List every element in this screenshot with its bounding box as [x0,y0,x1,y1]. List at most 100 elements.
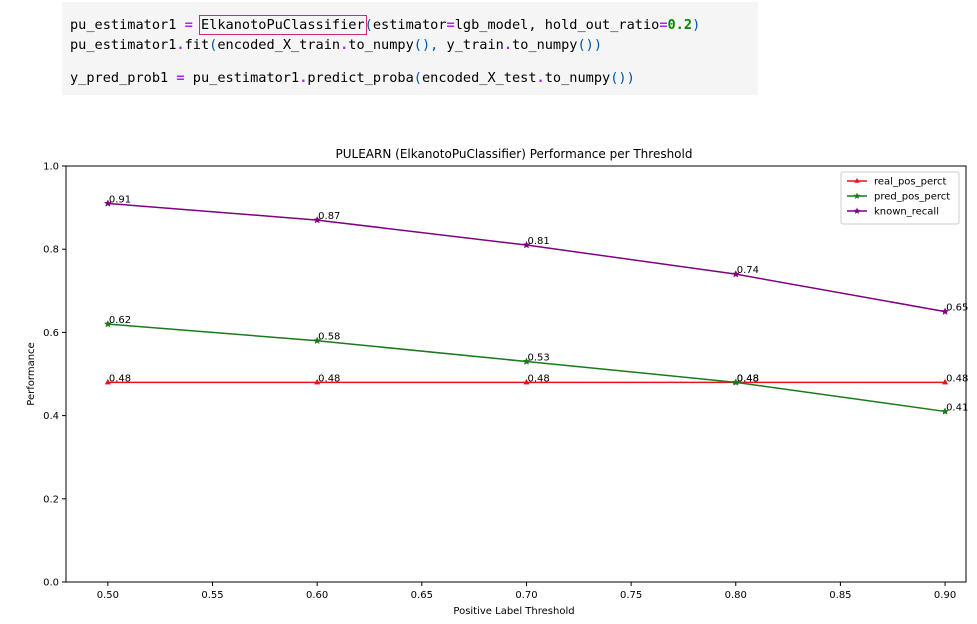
y-tick-label: 0.4 [43,411,59,422]
x-axis: 0.50 0.55 0.60 0.65 0.70 0.75 0.80 0.85 0.90 [97,582,956,601]
x-tick-label: 0.80 [725,590,747,601]
data-point-known_recall [731,270,740,278]
x-tick-label: 0.75 [620,590,642,601]
code-token: to_numpy [348,37,414,53]
legend: real_pos_perct pred_pos_perct known_recall [840,171,960,225]
legend-label: pred_pos_perct [874,192,950,203]
data-point-real_pos_perct [523,378,530,385]
data-label-pred_pos_perct: 0.58 [318,332,340,343]
code-token: = [446,17,455,33]
code-line-1: pu_estimator1 = ElkanotoPuClassifier(est… [70,15,701,35]
code-token: pu_estimator1 [70,17,177,33]
code-token: pu_estimator1 [70,37,177,53]
data-label-known_recall: 0.65 [946,303,968,314]
code-token: (), [413,37,439,53]
code-token: y_pred_prob1 [70,70,169,86]
data-point-pred_pos_perct [313,336,322,345]
code-token: encoded_X_train [217,37,341,53]
data-label-real_pos_perct: 0.48 [109,373,131,384]
x-tick-label: 0.50 [97,590,119,601]
legend-label: known_recall [874,207,939,218]
plot-area [65,165,967,583]
x-tick-label: 0.90 [934,590,956,601]
data-label-pred_pos_perct: 0.53 [527,353,549,364]
x-tick-label: 0.60 [306,590,328,601]
data-point-real_pos_perct [104,378,111,385]
legend-marker [853,207,861,214]
data-point-real_pos_perct [314,378,321,385]
code-token: = [659,17,668,33]
y-tick-label: 0.0 [43,578,59,589]
y-tick-label: 1.0 [43,162,59,173]
code-token: estimator [372,17,447,33]
data-point-known_recall [103,199,112,207]
series-known_recall: 0.91 0.87 0.81 0.74 0.65 [103,194,968,315]
code-token: . [340,37,349,53]
data-point-real_pos_perct [941,378,949,385]
code-token: ( [364,17,373,33]
data-label-real_pos_perct: 0.48 [527,373,549,384]
code-token: . [176,37,185,53]
code-token: . [536,70,545,86]
code-token: to_numpy [512,37,578,53]
code-token: fit [184,37,210,53]
code-token: encoded_X_test [421,70,537,86]
legend-item-real_pos_perct: real_pos_perct [847,177,947,188]
data-point-pred_pos_perct [941,407,950,415]
series-pred_pos_perct: 0.62 0.58 0.53 0.48 0.41 [103,315,968,415]
code-token: 0.2 [667,17,693,33]
series-line-pred_pos_perct [107,323,946,413]
code-token: ( [209,37,218,53]
legend-marker [854,178,860,183]
data-label-pred_pos_perct: 0.62 [109,315,131,326]
data-label-real_pos_perct: 0.48 [737,373,759,384]
legend-item-known_recall: known_recall [847,207,939,218]
code-cell[interactable]: pu_estimator1 = ElkanotoPuClassifier(est… [62,2,758,95]
data-label-pred_pos_perct: 0.48 [737,373,759,384]
legend-item-pred_pos_perct: pred_pos_perct [847,192,950,203]
y-tick-label: 0.2 [43,494,59,505]
code-token: y_train [438,37,504,53]
plot-frame [65,165,967,583]
legend-box [840,171,960,225]
code-line-3: y_pred_prob1 = pu_estimator1.predict_pro… [70,69,635,87]
data-point-known_recall [941,307,950,315]
x-tick-label: 0.65 [411,590,433,601]
code-token: ()) [577,37,603,53]
data-label-known_recall: 0.91 [109,194,131,205]
data-point-pred_pos_perct [103,319,112,328]
code-token: hold_out_ratio [536,17,660,33]
data-label-real_pos_perct: 0.48 [318,373,340,384]
code-line-2: pu_estimator1.fit(encoded_X_train.to_num… [70,36,602,54]
data-point-pred_pos_perct [522,357,531,365]
data-point-known_recall [522,240,531,249]
code-token: predict_proba [307,70,414,86]
x-tick-label: 0.55 [201,590,223,601]
series-layer: 0.48 0.48 0.48 0.48 0.480.620.580.530.480.41… [103,194,968,415]
data-label-known_recall: 0.81 [527,236,549,247]
data-label-pred_pos_perct: 0.41 [946,402,968,413]
x-tick-label: 0.70 [515,590,537,601]
y-tick-label: 0.8 [43,245,59,256]
legend-label: real_pos_perct [874,177,947,188]
series-real_pos_perct: 0.48 0.48 0.48 0.48 0.48 [104,373,968,385]
data-point-known_recall [313,215,322,224]
code-token: to_numpy [544,70,611,86]
y-axis: 0.0 0.2 0.4 0.6 0.8 1.0 [43,162,66,589]
code-token: . [503,37,513,53]
chart-title: PULEARN (ElkanotoPuClassifier) Performan… [336,147,693,161]
y-tick-label: 0.6 [43,328,59,339]
highlighted-class-name: ElkanotoPuClassifier [198,15,367,35]
code-token: ) [692,17,701,33]
x-axis-title: Positive Label Threshold [453,606,574,617]
x-tick-label: 0.85 [829,590,851,601]
data-label-known_recall: 0.87 [318,211,340,222]
code-token: pu_estimator1 [192,70,300,86]
data-point-pred_pos_perct [731,378,740,386]
y-axis-title: Performance [26,342,37,405]
data-label-known_recall: 0.74 [737,265,759,276]
code-token: ()) [610,70,635,86]
code-token: = [184,17,193,33]
data-label-real_pos_perct: 0.48 [946,373,968,384]
